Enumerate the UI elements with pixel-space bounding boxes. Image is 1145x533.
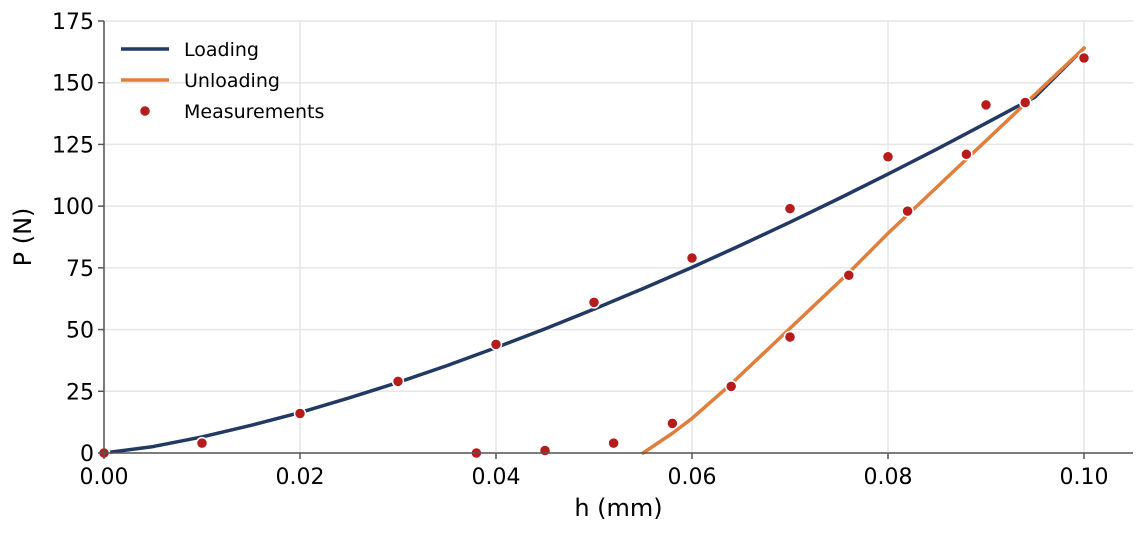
y-tick-label: 75 (66, 257, 94, 282)
measurement-point (783, 330, 797, 344)
measurement-point (607, 436, 620, 450)
measurement-point (979, 98, 993, 112)
measurement-point (538, 444, 552, 457)
ticks: 0.00 0.02 0.04 0.06 0.08 0.10 0 25 50 75 100 125 150… (52, 10, 1108, 490)
measurement-point (783, 202, 797, 215)
y-tick-label: 0 (80, 442, 94, 467)
series-line-unloading (641, 46, 1086, 455)
legend-label-measurements: Measurements (184, 101, 324, 123)
legend-swatch-measurements (138, 104, 152, 118)
measurement-point (842, 269, 856, 282)
axes (103, 21, 1133, 454)
legend: Loading Unloading Measurements (121, 39, 324, 123)
legend-label-loading: Loading (184, 39, 259, 61)
x-tick-label: 0.02 (276, 465, 325, 490)
legend-label-unloading: Unloading (184, 70, 280, 92)
measurement-point (666, 417, 679, 430)
measurement-point (587, 296, 601, 309)
measurement-point (195, 436, 209, 450)
measurement-point (489, 338, 503, 351)
y-tick-label: 25 (66, 380, 94, 405)
measurement-point (685, 251, 699, 265)
measurement-point (1077, 51, 1091, 65)
x-tick-label: 0.08 (864, 465, 913, 490)
measurement-point (901, 204, 914, 218)
measurement-point (724, 380, 738, 393)
y-tick-label: 50 (66, 319, 94, 344)
measurement-point (881, 150, 895, 164)
x-tick-label: 0.06 (668, 465, 717, 490)
series-line-loading (102, 46, 1086, 455)
y-tick-label: 150 (52, 72, 94, 97)
x-tick-label: 0.04 (472, 465, 521, 490)
grid (103, 20, 1133, 454)
measurement-point (960, 148, 973, 161)
x-tick-label: 0.00 (80, 465, 129, 490)
y-tick-label: 100 (52, 195, 94, 220)
measurement-point (1018, 96, 1032, 109)
y-tick-label: 125 (52, 133, 94, 158)
x-tick-label: 0.10 (1060, 465, 1109, 490)
x-axis-title: h (mm) (574, 494, 662, 522)
y-axis-title: P (N) (9, 208, 37, 267)
plot-series (97, 46, 1091, 460)
measurement-point (391, 375, 405, 388)
measurement-point (293, 407, 307, 420)
y-tick-label: 175 (52, 10, 94, 35)
